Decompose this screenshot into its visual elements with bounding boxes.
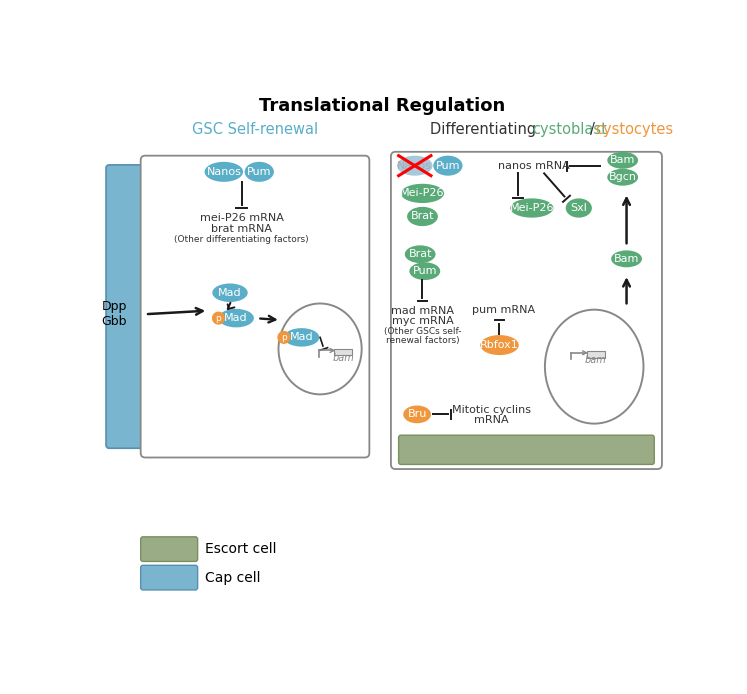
Text: Mei-P26: Mei-P26 bbox=[400, 188, 444, 198]
FancyBboxPatch shape bbox=[140, 537, 198, 561]
Text: brat mRNA: brat mRNA bbox=[211, 223, 272, 234]
Ellipse shape bbox=[218, 309, 254, 328]
Text: Nanos: Nanos bbox=[206, 167, 241, 177]
Text: Bam: Bam bbox=[610, 155, 636, 165]
FancyBboxPatch shape bbox=[140, 155, 369, 457]
Text: Brat: Brat bbox=[411, 212, 434, 221]
Ellipse shape bbox=[407, 207, 438, 226]
Text: bam: bam bbox=[332, 353, 354, 363]
Text: Differentiating: Differentiating bbox=[430, 122, 541, 137]
Ellipse shape bbox=[409, 262, 440, 280]
Text: nanos mRNA: nanos mRNA bbox=[498, 162, 570, 171]
FancyArrowPatch shape bbox=[228, 303, 235, 309]
FancyBboxPatch shape bbox=[335, 348, 352, 355]
Text: Pum: Pum bbox=[436, 161, 460, 171]
Text: Cap cell: Cap cell bbox=[205, 570, 260, 584]
Text: mRNA: mRNA bbox=[474, 415, 509, 425]
Ellipse shape bbox=[480, 335, 518, 355]
FancyBboxPatch shape bbox=[399, 435, 654, 464]
Ellipse shape bbox=[405, 246, 436, 263]
FancyBboxPatch shape bbox=[140, 566, 198, 590]
Text: Mad: Mad bbox=[224, 313, 248, 323]
Ellipse shape bbox=[403, 405, 431, 423]
Text: /: / bbox=[590, 122, 595, 137]
Text: p: p bbox=[216, 314, 221, 323]
Text: Escort cell: Escort cell bbox=[205, 542, 276, 556]
Text: (Other GSCs self-: (Other GSCs self- bbox=[384, 328, 461, 337]
Text: p: p bbox=[281, 333, 287, 342]
FancyBboxPatch shape bbox=[106, 165, 144, 448]
Text: Rbfox1: Rbfox1 bbox=[480, 340, 519, 350]
Text: renewal factors): renewal factors) bbox=[385, 336, 459, 345]
Text: Bru: Bru bbox=[407, 409, 427, 419]
Ellipse shape bbox=[205, 162, 243, 182]
Text: Mad: Mad bbox=[218, 288, 242, 298]
Text: pum mRNA: pum mRNA bbox=[472, 305, 535, 316]
Text: mad mRNA: mad mRNA bbox=[391, 306, 454, 316]
Text: Sxl: Sxl bbox=[571, 203, 587, 213]
Ellipse shape bbox=[212, 283, 248, 302]
Ellipse shape bbox=[401, 184, 444, 203]
Text: Bam: Bam bbox=[614, 254, 639, 264]
Text: Translational Regulation: Translational Regulation bbox=[259, 97, 506, 115]
Ellipse shape bbox=[607, 169, 638, 186]
Ellipse shape bbox=[284, 328, 319, 346]
Circle shape bbox=[212, 312, 225, 325]
Ellipse shape bbox=[510, 198, 554, 218]
Ellipse shape bbox=[433, 155, 462, 176]
Text: Mei-P26: Mei-P26 bbox=[509, 203, 554, 213]
Text: Pum: Pum bbox=[247, 167, 271, 177]
Text: myc mRNA: myc mRNA bbox=[391, 316, 453, 326]
Text: Pum: Pum bbox=[412, 266, 437, 276]
Ellipse shape bbox=[565, 198, 592, 218]
Text: mei-P26 mRNA: mei-P26 mRNA bbox=[199, 213, 283, 223]
Text: GSC Self-renewal: GSC Self-renewal bbox=[191, 122, 317, 137]
Ellipse shape bbox=[607, 152, 638, 169]
Text: Mad: Mad bbox=[290, 332, 314, 342]
Text: bam: bam bbox=[585, 355, 607, 366]
Circle shape bbox=[277, 331, 291, 344]
Text: (Other differentiating factors): (Other differentiating factors) bbox=[174, 235, 309, 244]
Ellipse shape bbox=[244, 162, 274, 182]
Text: Nanos: Nanos bbox=[397, 161, 433, 171]
FancyBboxPatch shape bbox=[587, 351, 604, 358]
Text: cystoblast: cystoblast bbox=[533, 122, 607, 137]
Text: cystocytes: cystocytes bbox=[595, 122, 673, 137]
Text: Brat: Brat bbox=[409, 249, 432, 260]
Text: Mitotic cyclins: Mitotic cyclins bbox=[452, 405, 531, 415]
Ellipse shape bbox=[397, 155, 433, 176]
Ellipse shape bbox=[611, 251, 642, 267]
Text: Dpp
Gbb: Dpp Gbb bbox=[102, 301, 127, 328]
Text: Bgcn: Bgcn bbox=[609, 172, 636, 183]
FancyBboxPatch shape bbox=[391, 152, 662, 469]
